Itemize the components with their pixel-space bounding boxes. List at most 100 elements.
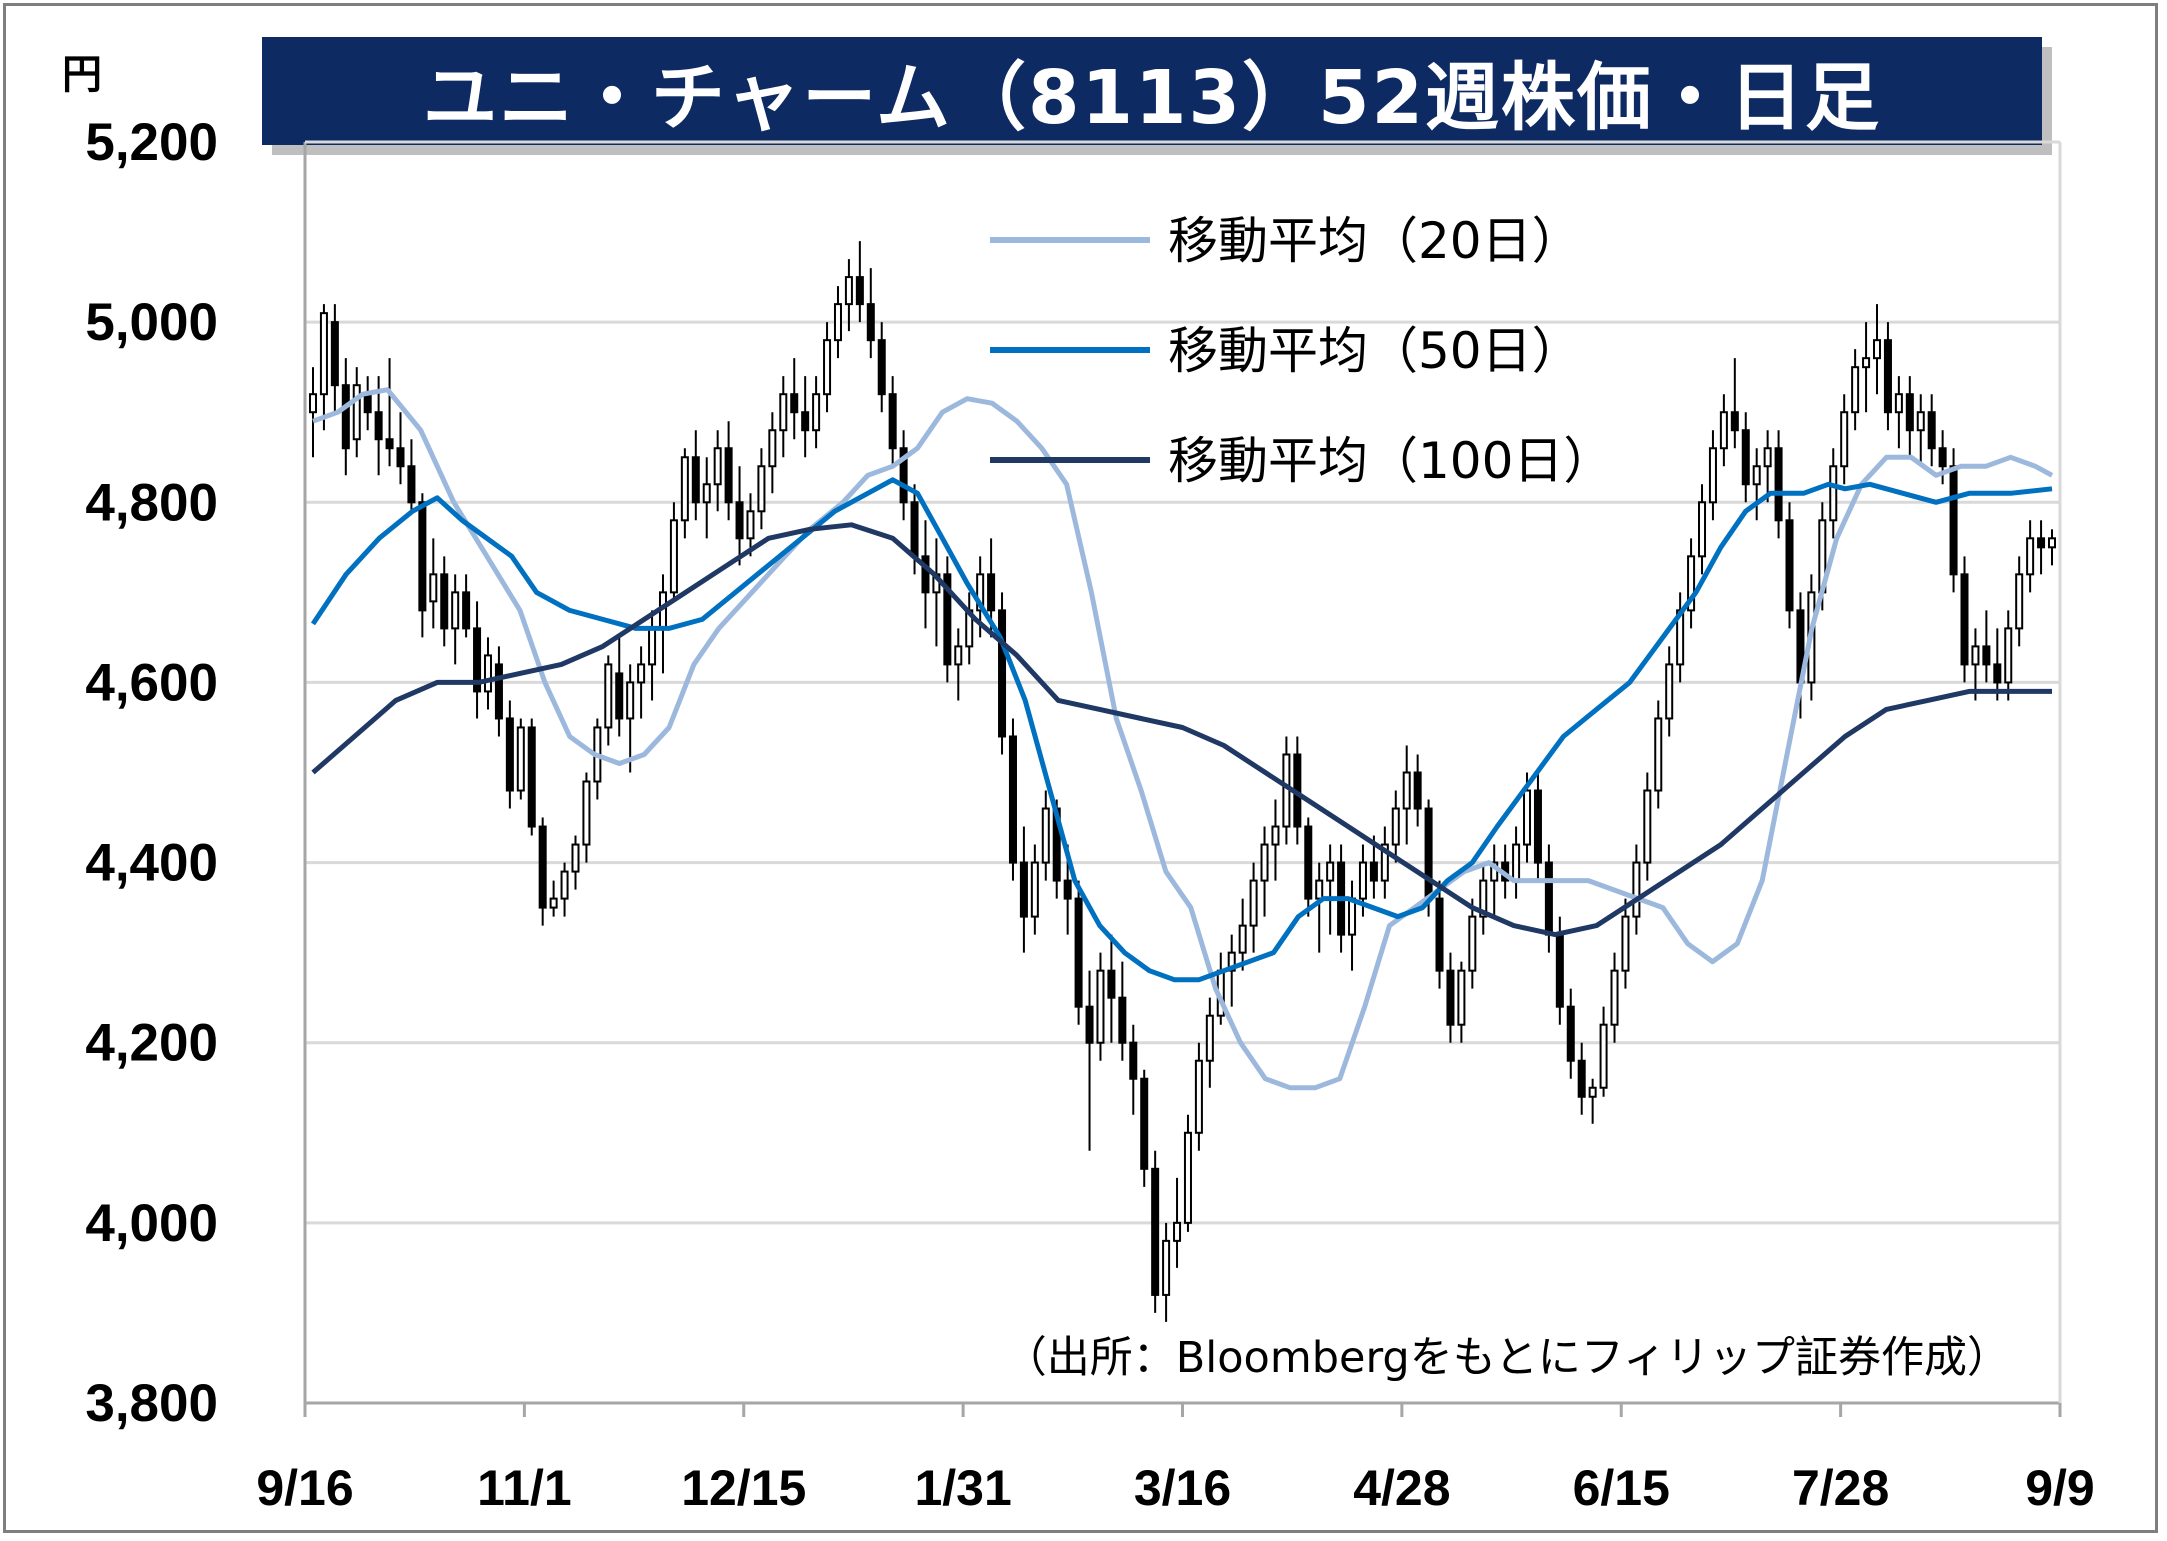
candle bbox=[308, 367, 318, 458]
candle-body bbox=[1019, 861, 1028, 918]
candle-body bbox=[571, 843, 580, 873]
candle bbox=[396, 412, 405, 485]
candle bbox=[494, 646, 503, 737]
candle bbox=[1446, 952, 1455, 1043]
candle bbox=[1687, 538, 1696, 629]
candle-body bbox=[746, 510, 755, 540]
candle bbox=[680, 448, 689, 539]
candle-body bbox=[899, 447, 908, 504]
x-tick-label: 11/1 bbox=[477, 1460, 572, 1516]
candle-body bbox=[1982, 645, 1991, 666]
y-tick-label: 4,800 bbox=[85, 473, 218, 532]
candle bbox=[888, 376, 897, 467]
candle-body bbox=[1063, 879, 1072, 900]
candle-body bbox=[1391, 807, 1400, 846]
candle-body bbox=[1632, 861, 1641, 918]
candle-body bbox=[363, 393, 372, 414]
candle bbox=[538, 817, 547, 926]
candle bbox=[1271, 799, 1280, 881]
candle bbox=[724, 421, 733, 521]
candle-body bbox=[1544, 861, 1553, 936]
candle bbox=[1085, 970, 1094, 1151]
candle-body bbox=[1008, 735, 1017, 864]
candle-body bbox=[790, 393, 799, 414]
candle-body bbox=[1183, 1131, 1192, 1224]
candle-body bbox=[1107, 969, 1116, 999]
candle bbox=[648, 610, 657, 701]
candle bbox=[1785, 502, 1794, 629]
candle bbox=[429, 538, 438, 629]
candle bbox=[691, 430, 700, 521]
candle bbox=[1960, 556, 1969, 683]
candle-body bbox=[844, 276, 853, 306]
candle bbox=[954, 628, 963, 701]
candle bbox=[1971, 628, 1980, 701]
candle-body bbox=[637, 663, 646, 684]
candle bbox=[2004, 610, 2013, 701]
candle bbox=[998, 592, 1007, 755]
axes: 5,200 5,000 4,800 4,600 4,400 4,200 4,000 3,800… bbox=[85, 113, 2094, 1516]
candle bbox=[833, 286, 842, 359]
candle bbox=[1490, 844, 1499, 917]
legend-label: 移動平均（20日） bbox=[1168, 212, 1582, 270]
candle-body bbox=[560, 870, 569, 900]
candle-body bbox=[1085, 1005, 1094, 1044]
candle-body bbox=[855, 276, 864, 306]
candle-body bbox=[385, 438, 394, 450]
candle-body bbox=[1883, 339, 1892, 414]
candle-body bbox=[648, 627, 657, 666]
candle-body bbox=[1533, 789, 1542, 864]
candle bbox=[1730, 358, 1739, 449]
x-tick-label: 9/9 bbox=[2025, 1460, 2095, 1516]
candle bbox=[790, 358, 799, 440]
candle-body bbox=[1993, 663, 2002, 684]
candle-body bbox=[1588, 1086, 1597, 1098]
candle-body bbox=[308, 393, 318, 414]
candle-body bbox=[1774, 447, 1783, 522]
candle bbox=[1588, 1078, 1597, 1124]
candle-body bbox=[1446, 969, 1455, 1026]
candle-body bbox=[1698, 501, 1707, 558]
candle-body bbox=[1457, 969, 1466, 1026]
chart-frame bbox=[3, 3, 2158, 1533]
candle bbox=[658, 574, 667, 674]
candle bbox=[669, 502, 678, 602]
candle bbox=[1566, 988, 1575, 1079]
candle bbox=[451, 574, 460, 665]
candle-body bbox=[987, 573, 996, 612]
candle bbox=[330, 304, 339, 413]
candle-body bbox=[1030, 861, 1039, 918]
legend-label: 移動平均（100日） bbox=[1168, 432, 1613, 490]
candle bbox=[1391, 790, 1400, 863]
candle-body bbox=[724, 447, 733, 504]
y-tick-label: 3,800 bbox=[85, 1374, 218, 1433]
candle bbox=[1632, 844, 1641, 935]
candle bbox=[407, 439, 416, 512]
candle bbox=[1763, 430, 1772, 503]
candle-body bbox=[976, 573, 985, 612]
candle-body bbox=[910, 501, 919, 558]
candle bbox=[1238, 898, 1247, 971]
candle bbox=[877, 322, 886, 413]
y-unit-label: 円 bbox=[62, 52, 102, 98]
candle bbox=[505, 700, 514, 809]
candle bbox=[1479, 862, 1488, 935]
candle-body bbox=[1238, 924, 1247, 954]
candle bbox=[735, 466, 744, 566]
candle bbox=[866, 268, 875, 359]
candle bbox=[932, 538, 941, 647]
candle-body bbox=[943, 573, 952, 666]
candle bbox=[801, 376, 810, 458]
candle-body bbox=[691, 456, 700, 504]
candle bbox=[746, 493, 755, 557]
y-tick-label: 5,200 bbox=[85, 113, 218, 172]
candle bbox=[2026, 520, 2035, 593]
candle-body bbox=[341, 384, 350, 450]
candle-body bbox=[538, 825, 547, 909]
candle bbox=[702, 457, 711, 539]
candle bbox=[385, 358, 394, 467]
candle bbox=[844, 259, 853, 332]
candle-body bbox=[812, 393, 821, 432]
candle-body bbox=[2015, 573, 2024, 630]
candle-body bbox=[2004, 627, 2013, 684]
